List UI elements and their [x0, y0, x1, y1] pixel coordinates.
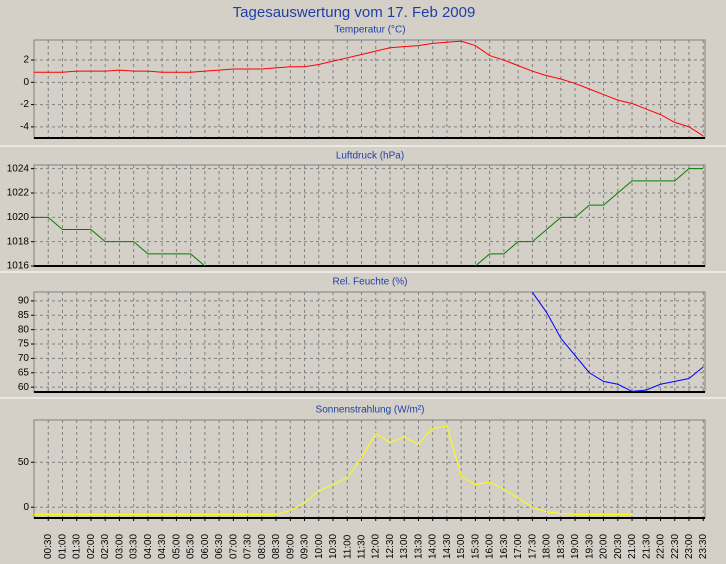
x-tick-label: 13:30 — [413, 534, 424, 559]
page-title: Tagesauswertung vom 17. Feb 2009 — [233, 4, 476, 21]
y-tick-label: 1018 — [7, 236, 30, 247]
y-tick-label: 75 — [18, 339, 30, 350]
x-tick-label: 17:00 — [513, 534, 524, 559]
panel-title: Sonnenstrahlung (W/m²) — [316, 405, 425, 416]
x-tick-label: 22:00 — [656, 534, 667, 559]
data-line — [531, 291, 704, 392]
x-tick-label: 16:30 — [499, 534, 510, 559]
x-tick-label: 01:30 — [72, 534, 83, 559]
y-tick-label: 0 — [23, 77, 29, 88]
y-tick-label: 50 — [18, 457, 30, 468]
x-tick-label: 15:00 — [456, 534, 467, 559]
x-tick-label: 21:30 — [641, 534, 652, 559]
x-tick-label: 12:30 — [385, 534, 396, 559]
x-tick-label: 22:30 — [670, 534, 681, 559]
x-tick-label: 15:30 — [470, 534, 481, 559]
x-tick-label: 13:00 — [399, 534, 410, 559]
x-tick-label: 04:30 — [157, 534, 168, 559]
panel-title: Rel. Feuchte (%) — [332, 277, 407, 288]
y-tick-label: 90 — [18, 296, 30, 307]
x-tick-label: 03:00 — [114, 534, 125, 559]
y-tick-label: 70 — [18, 353, 30, 364]
y-tick-label: -4 — [20, 122, 29, 133]
x-tick-label: 12:00 — [371, 534, 382, 559]
plot-frame — [33, 419, 706, 519]
x-tick-label: 23:00 — [684, 534, 695, 559]
x-tick-label: 11:00 — [342, 534, 353, 559]
x-tick-label: 10:00 — [314, 534, 325, 559]
x-tick-label: 05:30 — [186, 534, 197, 559]
data-line — [475, 168, 704, 267]
data-line — [34, 40, 704, 137]
y-tick-label: -2 — [20, 99, 29, 110]
x-tick-label: 23:30 — [698, 534, 709, 559]
x-tick-label: 08:00 — [257, 534, 268, 559]
y-tick-label: 1020 — [7, 212, 30, 223]
x-tick-label: 11:30 — [357, 534, 368, 559]
x-tick-label: 21:00 — [627, 534, 638, 559]
x-tick-label: 14:00 — [428, 534, 439, 559]
x-tick-label: 20:00 — [599, 534, 610, 559]
x-tick-label: 01:00 — [57, 534, 68, 559]
y-tick-label: 1022 — [7, 188, 30, 199]
data-line — [34, 216, 206, 267]
x-tick-label: 02:00 — [86, 534, 97, 559]
plot-frame — [33, 164, 706, 267]
x-tick-label: 14:30 — [442, 534, 453, 559]
x-tick-label: 20:30 — [613, 534, 624, 559]
plot-frame — [33, 291, 706, 393]
x-tick-label: 07:00 — [228, 534, 239, 559]
x-tick-label: 19:30 — [584, 534, 595, 559]
y-tick-label: 1016 — [7, 261, 30, 272]
x-tick-label: 16:00 — [485, 534, 496, 559]
x-tick-label: 18:00 — [542, 534, 553, 559]
y-tick-label: 65 — [18, 367, 30, 378]
x-tick-label: 06:00 — [200, 534, 211, 559]
x-tick-label: 03:30 — [129, 534, 140, 559]
x-tick-label: 17:30 — [527, 534, 538, 559]
x-tick-label: 04:00 — [143, 534, 154, 559]
x-tick-label: 19:00 — [570, 534, 581, 559]
panel-title: Temperatur (°C) — [334, 25, 405, 36]
x-tick-label: 05:00 — [171, 534, 182, 559]
y-tick-label: 0 — [23, 502, 29, 513]
data-line — [34, 425, 633, 515]
y-tick-label: 85 — [18, 310, 30, 321]
x-tick-label: 09:30 — [300, 534, 311, 559]
x-tick-label: 02:30 — [100, 534, 111, 559]
y-tick-label: 80 — [18, 324, 30, 335]
x-tick-label: 00:30 — [43, 534, 54, 559]
plot-frame — [33, 39, 706, 139]
panel-title: Luftdruck (hPa) — [336, 151, 404, 162]
x-tick-label: 08:30 — [271, 534, 282, 559]
x-tick-label: 06:30 — [214, 534, 225, 559]
x-tick-label: 09:00 — [285, 534, 296, 559]
y-tick-label: 2 — [23, 55, 29, 66]
x-tick-label: 07:30 — [243, 534, 254, 559]
x-tick-label: 18:30 — [556, 534, 567, 559]
y-tick-label: 60 — [18, 382, 30, 393]
x-tick-label: 10:30 — [328, 534, 339, 559]
y-tick-label: 1024 — [7, 163, 30, 174]
